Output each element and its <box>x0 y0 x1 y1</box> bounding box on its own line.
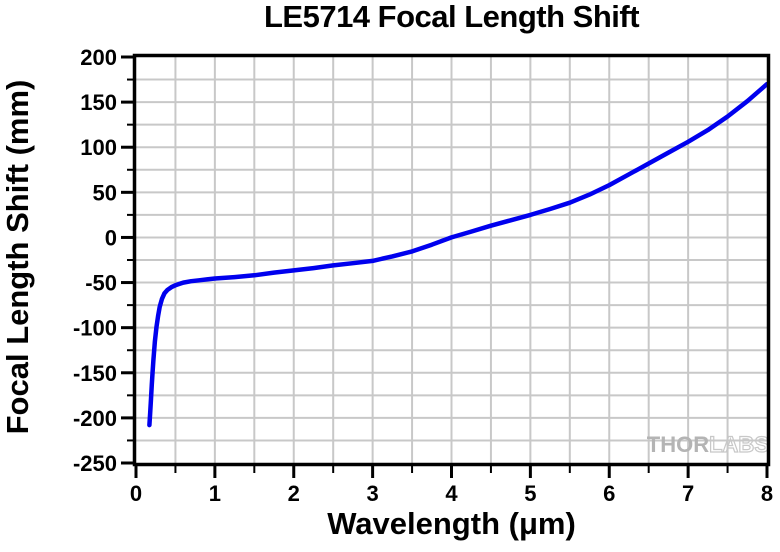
thorlabs-watermark: THORLABS <box>647 432 769 457</box>
y-tick-label: 150 <box>80 90 117 115</box>
chart-title: LE5714 Focal Length Shift <box>263 0 640 34</box>
watermark-thor: THOR <box>647 432 709 457</box>
y-tick-label: -100 <box>73 316 117 341</box>
x-tick-label: 4 <box>445 481 458 506</box>
x-tick-label: 1 <box>209 481 221 506</box>
watermark-labs: LABS <box>709 432 769 457</box>
y-tick-label: 200 <box>80 45 117 70</box>
x-tick-label: 6 <box>603 481 615 506</box>
x-tick-label: 2 <box>288 481 300 506</box>
x-tick-label: 5 <box>524 481 536 506</box>
y-tick-label: -50 <box>85 271 117 296</box>
y-tick-label: 100 <box>80 135 117 160</box>
y-tick-label: 0 <box>105 225 117 250</box>
x-tick-label: 3 <box>367 481 379 506</box>
y-tick-label: 50 <box>93 180 117 205</box>
focal-shift-curve <box>147 81 770 428</box>
x-tick-label: 8 <box>761 481 773 506</box>
y-tick-label: -250 <box>73 451 117 476</box>
plot-border <box>132 53 771 467</box>
y-tick-label: -200 <box>73 406 117 431</box>
y-tick-label: -150 <box>73 361 117 386</box>
x-tick-label: 0 <box>130 481 142 506</box>
x-axis-label: Wavelength (μm) <box>327 506 576 541</box>
x-tick-label: 7 <box>682 481 694 506</box>
